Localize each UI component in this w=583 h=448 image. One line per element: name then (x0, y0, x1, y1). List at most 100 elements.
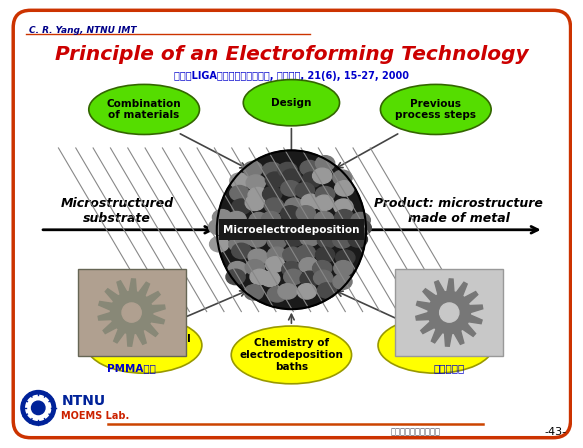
Text: Transfer of
material: Transfer of material (403, 335, 468, 356)
Text: Product: microstructure
made of metal: Product: microstructure made of metal (374, 197, 543, 224)
Ellipse shape (279, 171, 298, 186)
Ellipse shape (248, 261, 268, 276)
Ellipse shape (336, 220, 356, 236)
Circle shape (122, 303, 141, 322)
Ellipse shape (315, 199, 335, 215)
Ellipse shape (317, 260, 336, 275)
FancyBboxPatch shape (395, 269, 503, 356)
Ellipse shape (245, 224, 265, 239)
Ellipse shape (230, 210, 249, 225)
Text: PMMA齒輪: PMMA齒輪 (107, 363, 156, 373)
Ellipse shape (245, 270, 265, 286)
Ellipse shape (284, 196, 303, 211)
Ellipse shape (336, 275, 355, 290)
Ellipse shape (278, 282, 297, 297)
Ellipse shape (330, 243, 349, 258)
Circle shape (21, 391, 55, 425)
Ellipse shape (231, 187, 250, 203)
FancyBboxPatch shape (78, 269, 185, 356)
Ellipse shape (300, 225, 319, 241)
Ellipse shape (281, 225, 300, 241)
Text: -43-: -43- (544, 427, 566, 437)
Ellipse shape (249, 245, 268, 261)
Ellipse shape (330, 210, 349, 225)
Ellipse shape (244, 198, 264, 213)
Ellipse shape (217, 151, 366, 309)
Ellipse shape (249, 157, 268, 172)
Text: 鎖金屬齒輪: 鎖金屬齒輪 (434, 363, 465, 373)
Polygon shape (416, 279, 483, 346)
Ellipse shape (264, 220, 283, 236)
Text: Combination
of materials: Combination of materials (107, 99, 181, 120)
Ellipse shape (265, 247, 284, 263)
Text: C. R. Yang, NTNU IMT: C. R. Yang, NTNU IMT (29, 26, 136, 34)
Ellipse shape (245, 283, 265, 298)
Circle shape (31, 401, 45, 414)
Text: Previous
process steps: Previous process steps (395, 99, 476, 120)
Ellipse shape (336, 181, 356, 197)
Ellipse shape (283, 206, 302, 221)
Ellipse shape (228, 245, 247, 261)
Text: Design: Design (271, 98, 311, 108)
Ellipse shape (226, 218, 245, 233)
Ellipse shape (381, 84, 491, 134)
Ellipse shape (285, 247, 304, 263)
Ellipse shape (268, 212, 287, 228)
Ellipse shape (247, 235, 266, 250)
Circle shape (26, 395, 51, 420)
Text: 台灣微尺機電技術學會: 台灣微尺機電技術學會 (391, 427, 441, 436)
Ellipse shape (89, 84, 199, 134)
Ellipse shape (212, 207, 231, 223)
Ellipse shape (300, 185, 319, 201)
Text: Microstructured
substrate: Microstructured substrate (61, 197, 174, 224)
FancyBboxPatch shape (219, 219, 364, 241)
Ellipse shape (265, 161, 284, 177)
Polygon shape (98, 279, 165, 346)
Ellipse shape (268, 270, 287, 286)
Ellipse shape (351, 211, 370, 227)
Ellipse shape (209, 233, 229, 248)
Ellipse shape (336, 260, 356, 275)
Ellipse shape (314, 284, 333, 300)
Ellipse shape (212, 218, 231, 233)
Ellipse shape (284, 186, 303, 202)
Ellipse shape (317, 211, 336, 226)
Ellipse shape (330, 173, 349, 188)
Ellipse shape (280, 158, 299, 173)
Ellipse shape (278, 269, 297, 284)
Ellipse shape (226, 172, 245, 187)
Ellipse shape (233, 274, 252, 289)
Text: MOEMS Lab.: MOEMS Lab. (61, 410, 129, 421)
Ellipse shape (331, 236, 350, 251)
Ellipse shape (227, 235, 246, 250)
Ellipse shape (353, 219, 373, 235)
Ellipse shape (249, 187, 268, 203)
Ellipse shape (245, 172, 265, 187)
Ellipse shape (86, 317, 202, 373)
Ellipse shape (264, 233, 283, 248)
Ellipse shape (296, 287, 315, 302)
Ellipse shape (314, 237, 333, 253)
Ellipse shape (282, 256, 301, 271)
Ellipse shape (243, 80, 339, 126)
Ellipse shape (314, 220, 333, 236)
Ellipse shape (319, 185, 339, 200)
Ellipse shape (299, 258, 318, 274)
Ellipse shape (231, 326, 352, 384)
Text: Principle of an Electroforming Technology: Principle of an Electroforming Technolog… (55, 45, 528, 64)
Ellipse shape (261, 283, 280, 298)
Ellipse shape (314, 271, 333, 287)
Ellipse shape (295, 155, 314, 171)
Ellipse shape (315, 175, 335, 190)
Ellipse shape (262, 173, 282, 188)
Ellipse shape (317, 247, 336, 263)
Ellipse shape (265, 260, 285, 275)
Ellipse shape (347, 233, 367, 248)
Ellipse shape (229, 199, 248, 215)
Ellipse shape (278, 233, 297, 249)
Ellipse shape (296, 169, 315, 185)
Ellipse shape (333, 199, 353, 215)
Ellipse shape (301, 237, 320, 252)
Text: Electrochemical
kinetics: Electrochemical kinetics (97, 335, 191, 356)
Ellipse shape (231, 261, 251, 276)
